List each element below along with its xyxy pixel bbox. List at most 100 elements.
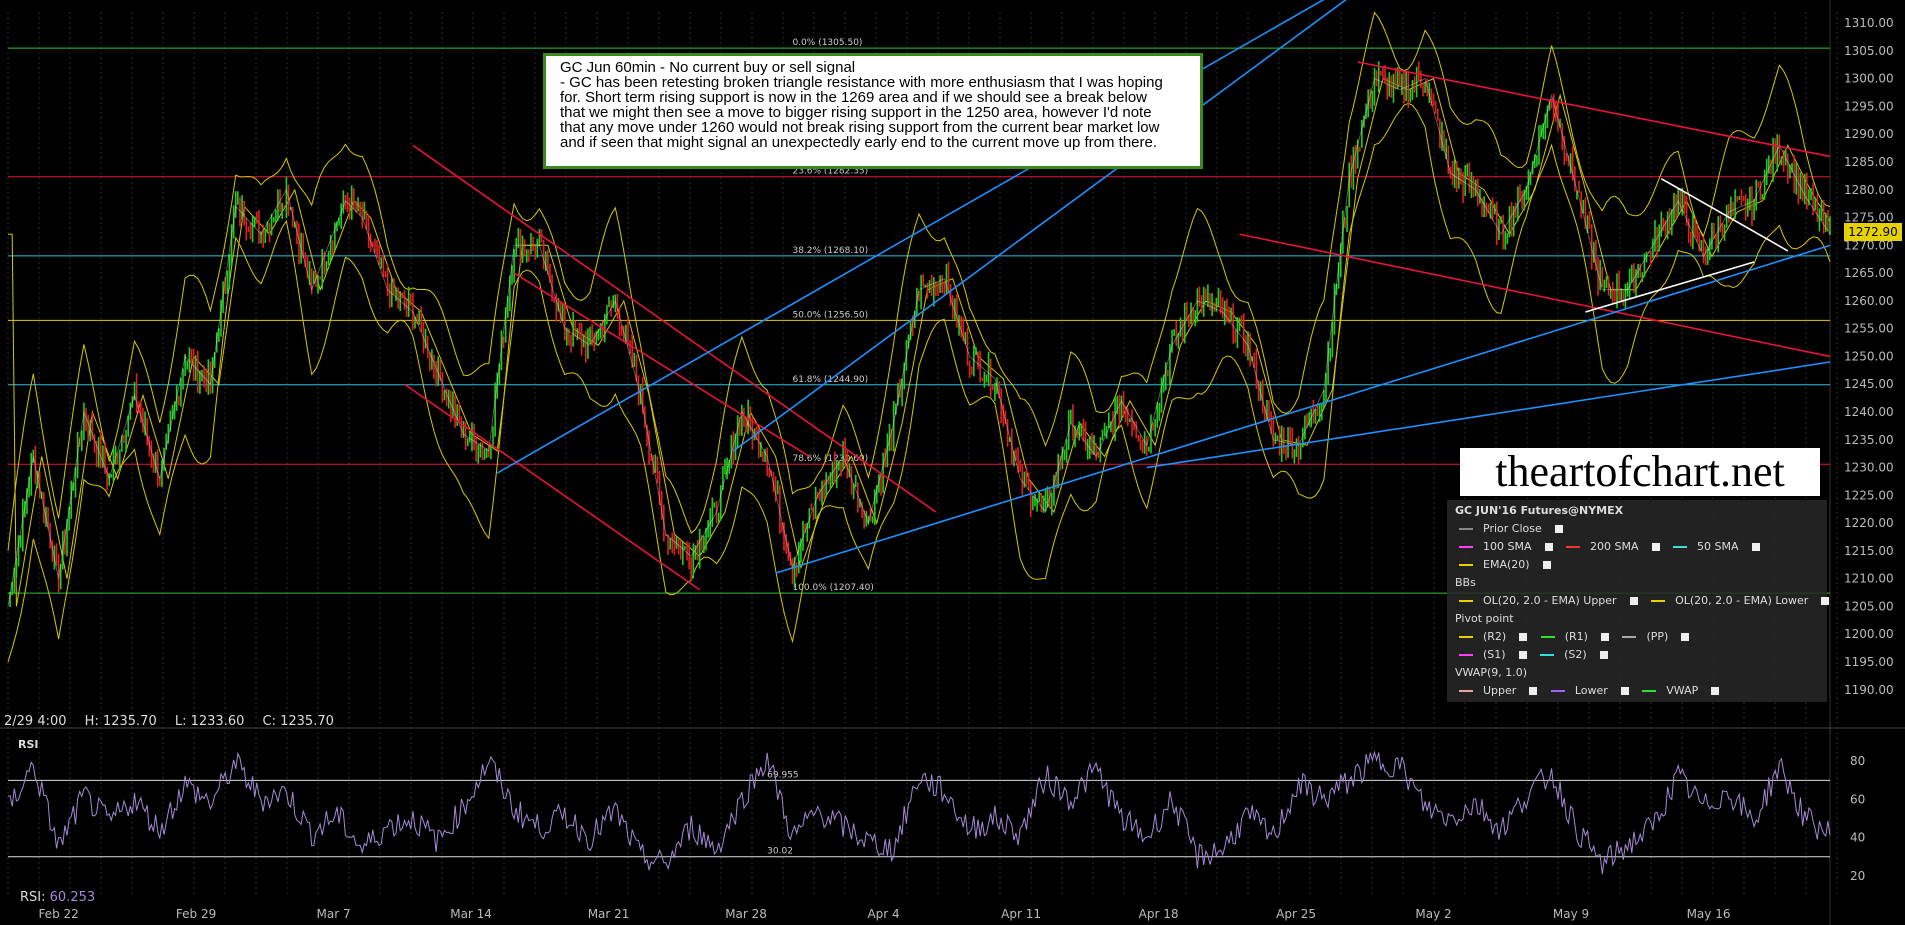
date-tick-label: Apr 25 [1276,907,1316,921]
price-tick-label: 1220.00 [1844,516,1894,530]
legend-prior-close[interactable]: Prior Close [1459,522,1563,535]
resistance-line [1239,233,1831,358]
price-tick-label: 1235.00 [1844,433,1894,447]
price-tick-label: 1310.00 [1844,16,1894,30]
price-axis: 1310.00 1305.00 1300.00 1295.00 1290.00 1285.… [1844,16,1894,697]
legend-label: OL(20, 2.0 - EMA) Upper [1483,594,1617,607]
date-tick-label: Apr 4 [867,907,899,921]
checkbox-icon[interactable] [1519,633,1528,641]
legend-ema[interactable]: EMA(20) [1459,558,1551,571]
legend-vwap-title: VWAP(9, 1.0) [1455,666,1528,679]
brand-logo: theartofchart.net [1460,448,1820,496]
rsi-title: RSI [18,738,39,751]
price-tick-label: 1260.00 [1844,294,1894,308]
checkbox-icon[interactable] [1542,561,1551,569]
legend-bbs: BBs [1455,576,1476,589]
fib-label: 50.0% (1256.50) [792,310,868,320]
rsi-readout-label: RSI [20,890,42,905]
legend-bb[interactable]: OL(20, 2.0 - EMA) Upper OL(20, 2.0 - EMA… [1459,594,1830,607]
legend-label: VWAP [1666,684,1699,697]
date-tick-label: Apr 11 [1001,907,1041,921]
ohlc-readout: 2/29 4:00 H: 1235.70 L: 1233.60 C: 1235.… [4,714,348,729]
note-line: GC Jun 60min - No current buy or sell si… [560,59,856,76]
price-tick-label: 1190.00 [1844,683,1894,697]
price-tick-label: 1250.00 [1844,349,1894,363]
date-tick-label: May 9 [1553,907,1589,921]
checkbox-icon[interactable] [1711,687,1720,695]
last-price-tag: 1272.90 [1844,223,1902,241]
checkbox-icon[interactable] [1544,543,1553,551]
checkbox-icon[interactable] [1629,597,1638,605]
date-tick-label: May 2 [1415,907,1451,921]
date-tick-label: Apr 18 [1139,907,1179,921]
legend-vwap[interactable]: Upper Lower VWAP [1459,684,1720,697]
price-tick-label: 1230.00 [1844,461,1894,475]
price-candles [7,61,1831,608]
price-tick-label: 1205.00 [1844,599,1894,613]
legend-label: (PP) [1646,630,1669,643]
date-tick-label: Mar 14 [450,907,492,921]
bb-lower-line [7,102,1831,663]
rsi-tick-label: 60 [1850,792,1865,806]
checkbox-icon[interactable] [1599,651,1608,659]
study-legend[interactable]: GC JUN'16 Futures@NYMEX Prior Close 100 … [1447,500,1830,702]
legend-pivot-s[interactable]: (S1) (S2) [1459,648,1608,661]
rsi-value: 60.253 [49,890,96,905]
legend-label: 50 SMA [1697,540,1739,553]
price-tick-label: 1305.00 [1844,44,1894,58]
legend-pivot-r[interactable]: (R2) (R1) (PP) [1459,630,1690,643]
date-tick-label: Mar 28 [725,907,767,921]
support-line [1146,361,1831,469]
fib-label: 0.0% (1305.50) [792,38,862,48]
legend-label: (S1) [1483,648,1506,661]
rsi-tick-label: 40 [1850,831,1865,845]
legend-label: 100 SMA [1483,540,1532,553]
checkbox-icon[interactable] [1821,597,1830,605]
checkbox-icon[interactable] [1681,633,1690,641]
checkbox-icon[interactable] [1751,543,1760,551]
rsi-readout: RSI: 60.253 [20,890,96,905]
resistance-line [403,383,701,591]
triangle-line [1585,261,1755,313]
legend-sma[interactable]: 100 SMA 200 SMA 50 SMA [1459,540,1760,553]
checkbox-icon[interactable] [1600,633,1609,641]
price-tick-label: 1215.00 [1844,544,1894,558]
rsi-level-label: 69.955 [767,770,799,780]
price-tick-label: 1275.00 [1844,211,1894,225]
resistance-line [513,272,810,458]
legend-pivot: Pivot point [1455,612,1514,625]
close-line [7,78,1831,607]
support-line [775,244,1831,574]
triangle-line [1660,177,1789,252]
price-tick-label: 1285.00 [1844,155,1894,169]
rsi-panel: 69.955 30.02 80 60 40 20 [7,750,1865,883]
price-tick-label: 1240.00 [1844,405,1894,419]
date-tick-label: Mar 7 [317,907,351,921]
legend-label: EMA(20) [1483,558,1530,571]
checkbox-icon[interactable] [1620,687,1629,695]
checkbox-icon[interactable] [1518,651,1527,659]
price-tick-label: 1200.00 [1844,627,1894,641]
note-line: that we might then see a move to bigger … [560,104,1152,121]
rsi-tick-label: 20 [1850,869,1865,883]
fib-label: 38.2% (1268.10) [792,246,868,256]
checkbox-icon[interactable] [1554,525,1563,533]
legend-title: GC JUN'16 Futures@NYMEX [1455,504,1624,517]
note-line: for. Short term rising support is now in… [560,89,1147,106]
bar-close: C: 1235.70 [262,714,334,729]
legend-label: (R2) [1483,630,1507,643]
commentary-box: GC Jun 60min - No current buy or sell si… [543,53,1203,169]
support-line [732,0,1347,452]
price-tick-label: 1245.00 [1844,377,1894,391]
price-tick-label: 1195.00 [1844,655,1894,669]
checkbox-icon[interactable] [1651,543,1660,551]
resistance-line [412,144,937,513]
bb-upper-line [7,11,1831,551]
fib-label: 78.6% (1230.60) [792,454,868,464]
legend-label: Lower [1574,684,1608,697]
legend-label: (R1) [1564,630,1588,643]
bar-date: 2/29 4:00 [4,714,67,729]
note-line: - GC has been retesting broken triangle … [560,74,1163,91]
checkbox-icon[interactable] [1529,687,1538,695]
price-tick-label: 1295.00 [1844,99,1894,113]
